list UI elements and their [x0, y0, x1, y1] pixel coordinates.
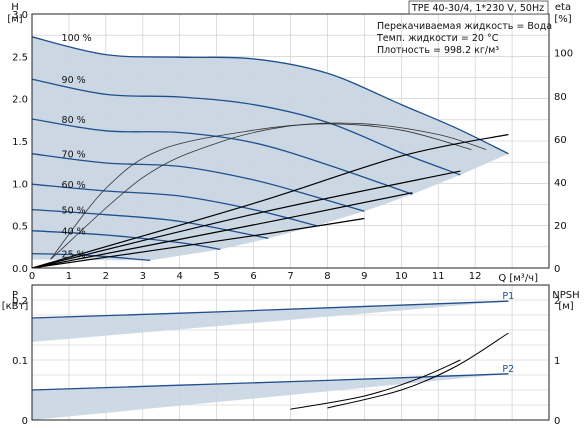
- speed-curve-label: 50 %: [62, 206, 86, 217]
- speed-curve-label: 60 %: [62, 180, 86, 191]
- npsh-tick-label: 1: [554, 356, 560, 367]
- npsh-axis-unit: [м]: [558, 301, 573, 312]
- top-panel-frame: [31, 13, 550, 269]
- eta-tick-label: 0: [554, 264, 560, 275]
- bottom-panel-frame: [31, 284, 550, 421]
- power-curve: [32, 217, 365, 268]
- x-tick-label: 12: [469, 271, 482, 282]
- npsh-curve: [290, 359, 461, 410]
- speed-curve: [32, 252, 151, 262]
- temperature-text: Темп. жидкости = 20 °C: [376, 33, 499, 44]
- h-tick-label: 3.0: [12, 10, 28, 21]
- x-tick-label: 11: [432, 271, 445, 282]
- eta-tick-label: 40: [554, 178, 567, 189]
- npsh-tick-label: 2: [554, 296, 560, 307]
- power-series-label: P1: [502, 291, 514, 302]
- speed-curve: [32, 230, 221, 251]
- eta-axis-unit: [%]: [554, 14, 571, 25]
- speed-curve: [32, 208, 269, 240]
- power-curve: [32, 192, 413, 268]
- top-panel-curves: [32, 36, 509, 268]
- speed-curve-label: 70 %: [62, 150, 86, 161]
- h-tick-label: 2.0: [12, 95, 28, 106]
- h-tick-label: 2.5: [12, 52, 28, 63]
- h-tick-label: 1.0: [12, 179, 28, 190]
- x-tick-label: 2: [103, 271, 109, 282]
- eta-tick-label: 100: [554, 49, 573, 60]
- speed-curve-label: 100 %: [62, 33, 92, 44]
- speed-curve: [32, 78, 461, 176]
- speed-curve: [32, 118, 413, 195]
- npsh-axis-label: NPSH: [552, 290, 579, 301]
- speed-curve: [32, 36, 509, 155]
- p-tick-label: 0: [22, 416, 28, 427]
- model-box: [408, 0, 549, 15]
- model-title: TPE 40-30/4, 1*230 V, 50Hz: [411, 3, 544, 14]
- p1-range-area: [32, 301, 509, 342]
- h-tick-label: 0.5: [12, 222, 28, 233]
- p-tick-label: 0.2: [12, 296, 28, 307]
- power-series-label: P2: [502, 364, 514, 375]
- eta-tick-label: 60: [554, 135, 567, 146]
- x-tick-label: 6: [250, 271, 256, 282]
- h-axis-unit: [м]: [7, 14, 22, 25]
- x-tick-label: 8: [324, 271, 330, 282]
- efficiency-curve: [50, 123, 472, 260]
- p-axis-label: P: [12, 290, 18, 301]
- h-tick-label: 0.0: [12, 264, 28, 275]
- speed-curve-label: 90 %: [62, 75, 86, 86]
- h-axis-label: H: [11, 2, 19, 13]
- x-tick-label: 0: [29, 271, 35, 282]
- npsh-tick-label: 0: [554, 416, 560, 427]
- p-tick-label: 0.1: [12, 356, 28, 367]
- medium-text: Перекачиваемая жидкость = Вода: [377, 21, 552, 32]
- axis-ticks: 0 1 2 3 4 5 6 7 8 9 10 11 120.00.51.01.52.02.53.0020…: [12, 10, 573, 427]
- x-tick-label: 4: [177, 271, 183, 282]
- density-text: Плотность = 998.2 кг/м³: [377, 45, 499, 56]
- q-axis-label: Q [м³/ч]: [498, 273, 538, 284]
- h-tick-label: 1.5: [12, 137, 28, 148]
- x-tick-label: 10: [395, 271, 408, 282]
- bottom-panel-curves: [32, 300, 509, 410]
- speed-curve-label: 25 %: [62, 250, 86, 261]
- eta-tick-label: 20: [554, 221, 567, 232]
- p2-range-area: [32, 373, 509, 420]
- power-series-line: [32, 300, 509, 319]
- speed-curve-label: 40 %: [62, 227, 86, 238]
- operating-range-area: [32, 36, 509, 261]
- x-tick-label: 7: [287, 271, 293, 282]
- efficiency-curve: [50, 122, 487, 260]
- x-tick-label: 1: [66, 271, 72, 282]
- power-curve: [32, 133, 509, 268]
- p-axis-unit: [кВт]: [2, 301, 29, 312]
- x-tick-label: 9: [361, 271, 367, 282]
- series-labels: 100 % 90 % 80 % 70 % 60 % 50 % 40 % 25 % P1 P2: [62, 33, 515, 375]
- eta-axis-label: eta: [555, 2, 571, 13]
- speed-curve: [32, 153, 365, 212]
- power-curve: [32, 170, 461, 268]
- eta-tick-label: 80: [554, 92, 567, 103]
- speed-curve-label: 80 %: [62, 115, 86, 126]
- power-series-line: [32, 373, 509, 391]
- npsh-curve: [327, 332, 509, 409]
- x-tick-label: 3: [140, 271, 146, 282]
- x-tick-label: 5: [213, 271, 219, 282]
- speed-curve: [32, 183, 317, 227]
